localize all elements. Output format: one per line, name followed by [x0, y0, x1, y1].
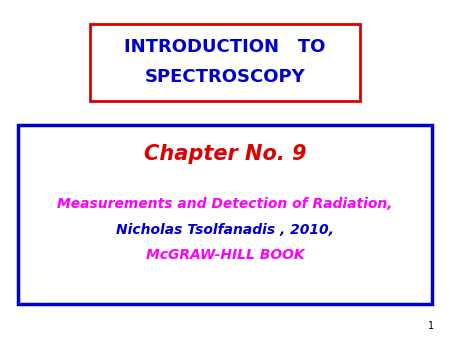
Text: INTRODUCTION   TO: INTRODUCTION TO: [124, 38, 326, 56]
Text: SPECTROSCOPY: SPECTROSCOPY: [144, 68, 306, 86]
FancyBboxPatch shape: [18, 125, 432, 304]
Text: Measurements and Detection of Radiation,: Measurements and Detection of Radiation,: [57, 197, 393, 212]
Text: Chapter No. 9: Chapter No. 9: [144, 144, 306, 164]
Text: Nicholas Tsolfanadis , 2010,: Nicholas Tsolfanadis , 2010,: [116, 223, 334, 237]
Text: McGRAW-HILL BOOK: McGRAW-HILL BOOK: [146, 248, 304, 262]
FancyBboxPatch shape: [90, 24, 360, 101]
Text: 1: 1: [428, 321, 434, 331]
